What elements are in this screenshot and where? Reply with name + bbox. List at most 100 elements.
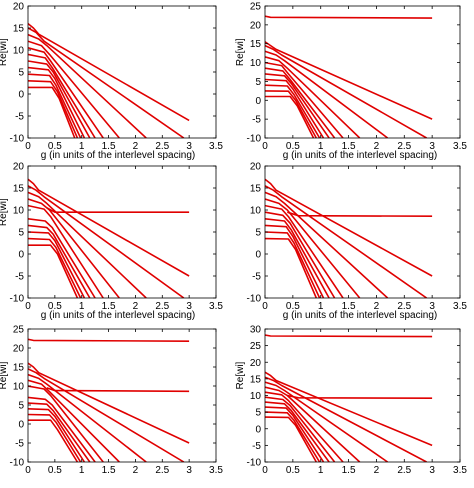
series-line-5 bbox=[265, 198, 361, 298]
series-line-2 bbox=[28, 178, 190, 277]
x-tick-label: 1.5 bbox=[102, 141, 116, 152]
x-tick-label: 0.5 bbox=[286, 141, 300, 152]
series-line-11 bbox=[28, 86, 76, 138]
series-line-9 bbox=[28, 73, 82, 138]
series-line-1 bbox=[265, 334, 433, 338]
x-tick-label: 2.5 bbox=[155, 301, 169, 312]
y-tick-label: 25 bbox=[13, 325, 25, 336]
series-line-4 bbox=[265, 376, 427, 462]
x-tick-label: 3 bbox=[186, 465, 192, 476]
x-tick-label: 1 bbox=[318, 301, 324, 312]
series-line-3 bbox=[265, 44, 427, 138]
series-line-8 bbox=[28, 66, 86, 138]
series-line-8 bbox=[28, 396, 96, 462]
plot-frame bbox=[27, 328, 217, 463]
x-tick-label: 2.5 bbox=[397, 465, 411, 476]
y-tick-label: 10 bbox=[13, 46, 25, 57]
series-line-7 bbox=[265, 67, 336, 138]
series-line-4 bbox=[28, 40, 120, 138]
x-tick-label: 0.5 bbox=[286, 301, 300, 312]
y-tick-label: 20 bbox=[250, 162, 262, 173]
x-tick-label: 2.5 bbox=[397, 301, 411, 312]
y-axis-label: Re[wi] bbox=[0, 198, 9, 226]
x-tick-label: 3 bbox=[429, 465, 435, 476]
y-tick-label: 10 bbox=[250, 58, 262, 69]
x-tick-label: 0 bbox=[262, 465, 268, 476]
y-tick-label: -10 bbox=[247, 458, 262, 469]
y-tick-label: 5 bbox=[18, 68, 24, 79]
x-axis-label: g (in units of the interlevel spacing) bbox=[41, 150, 196, 161]
y-tick-label: 0 bbox=[255, 424, 261, 435]
x-tick-label: 2 bbox=[374, 141, 380, 152]
plot-frame bbox=[264, 328, 461, 463]
y-tick-label: 10 bbox=[13, 382, 25, 393]
series-line-11 bbox=[265, 411, 321, 462]
y-axis-label: Re[wi] bbox=[0, 361, 9, 389]
series-line-7 bbox=[265, 391, 344, 462]
series-group bbox=[28, 338, 190, 462]
series-line-9 bbox=[28, 402, 91, 462]
x-tick-label: 0 bbox=[25, 141, 31, 152]
y-axis-label: Re[wi] bbox=[0, 38, 9, 66]
series-line-8 bbox=[265, 396, 336, 462]
y-tick-label: 0 bbox=[18, 420, 24, 431]
y-tick-label: -10 bbox=[247, 294, 262, 305]
x-tick-label: 3 bbox=[429, 301, 435, 312]
x-axis-label: g (in units of the interlevel spacing) bbox=[283, 150, 438, 161]
series-line-8 bbox=[28, 224, 91, 298]
x-tick-label: 1 bbox=[79, 465, 85, 476]
x-tick-label: 2 bbox=[374, 301, 380, 312]
series-line-10 bbox=[265, 231, 321, 298]
series-line-4 bbox=[265, 50, 389, 138]
series-line-6 bbox=[265, 204, 344, 298]
x-tick-label: 1.5 bbox=[102, 301, 116, 312]
y-tick-label: 20 bbox=[250, 20, 262, 31]
x-tick-label: 2.5 bbox=[397, 141, 411, 152]
series-group bbox=[265, 178, 433, 298]
series-line-10 bbox=[28, 408, 86, 462]
x-tick-label: 1 bbox=[318, 141, 324, 152]
y-tick-label: -10 bbox=[10, 134, 25, 145]
series-line-5 bbox=[28, 373, 147, 462]
y-tick-label: 0 bbox=[255, 250, 261, 261]
x-tick-label: 3 bbox=[429, 141, 435, 152]
y-tick-label: 15 bbox=[13, 184, 25, 195]
series-line-8 bbox=[265, 73, 330, 138]
series-line-5 bbox=[28, 198, 120, 298]
series-line-7 bbox=[28, 60, 91, 138]
x-tick-label: 2 bbox=[374, 465, 380, 476]
x-tick-label: 2 bbox=[133, 141, 139, 152]
series-line-6 bbox=[28, 204, 104, 298]
plot-frame bbox=[264, 165, 461, 299]
y-tick-label: 20 bbox=[13, 162, 25, 173]
y-tick-label: -5 bbox=[252, 115, 261, 126]
series-line-1 bbox=[28, 22, 190, 122]
series-line-11 bbox=[28, 413, 82, 462]
series-line-3 bbox=[28, 362, 190, 444]
y-tick-label: 5 bbox=[18, 228, 24, 239]
series-line-11 bbox=[265, 90, 318, 138]
series-line-5 bbox=[28, 47, 104, 138]
series-line-2 bbox=[287, 394, 433, 400]
series-line-6 bbox=[265, 386, 361, 462]
y-tick-label: 5 bbox=[255, 228, 261, 239]
y-tick-label: -5 bbox=[15, 272, 24, 283]
x-tick-label: 2.5 bbox=[155, 465, 169, 476]
series-group bbox=[28, 178, 190, 298]
y-tick-label: 25 bbox=[250, 341, 262, 352]
series-line-8 bbox=[265, 218, 330, 298]
series-line-2 bbox=[265, 178, 433, 277]
y-tick-label: -10 bbox=[10, 294, 25, 305]
x-tick-label: 3 bbox=[186, 141, 192, 152]
plot-frame bbox=[27, 165, 217, 299]
series-group bbox=[265, 15, 433, 138]
x-tick-label: 0 bbox=[25, 301, 31, 312]
series-line-7 bbox=[28, 385, 104, 462]
y-tick-label: -10 bbox=[10, 458, 25, 469]
x-tick-label: 2.5 bbox=[155, 141, 169, 152]
y-tick-label: 0 bbox=[255, 96, 261, 107]
series-line-6 bbox=[28, 379, 120, 462]
x-tick-label: 1 bbox=[79, 301, 85, 312]
x-tick-label: 3.5 bbox=[209, 465, 223, 476]
y-tick-label: 10 bbox=[250, 391, 262, 402]
